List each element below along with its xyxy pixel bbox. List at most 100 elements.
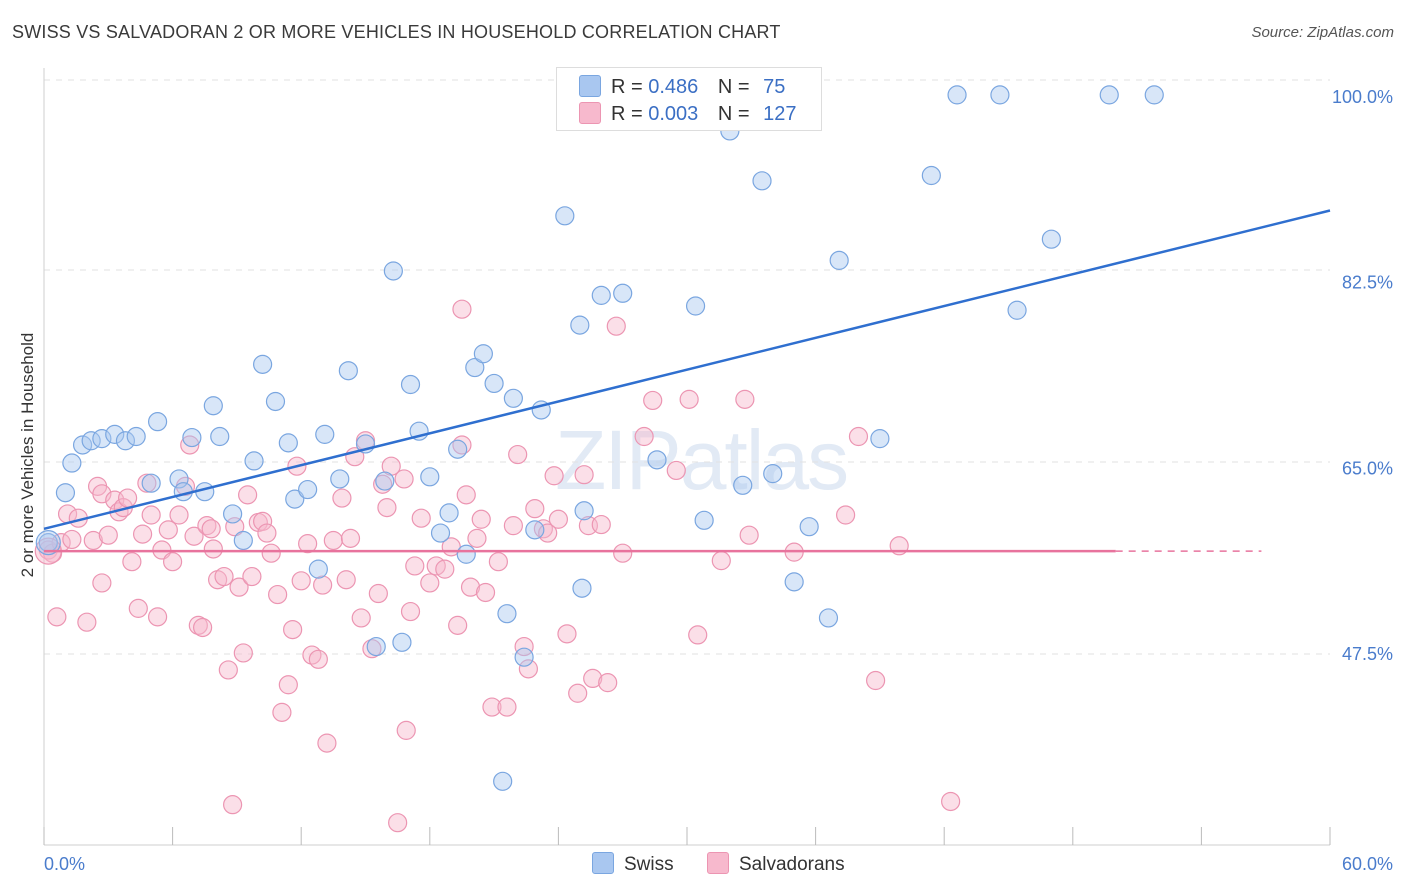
swiss-point [182,427,202,448]
chart-title: SWISS VS SALVADORAN 2 OR MORE VEHICLES I… [12,22,781,42]
salvadorans-point [203,539,223,559]
n-value: 127 [763,103,797,125]
salvadorans-point [261,543,281,563]
salvadorans-point [257,523,277,543]
salvadorans-point [332,488,352,508]
swiss-point [400,374,421,395]
salvadorans-point [62,529,82,550]
swiss-point [126,426,146,447]
salvadorans-point [544,466,564,486]
salvadorans-point [268,584,288,605]
swiss-point [169,469,189,489]
salvadorans-point [488,552,508,572]
salvadorans-point [448,615,468,635]
swiss-point [947,85,967,105]
swiss-point [784,572,804,592]
swiss-point [752,171,772,191]
swiss-point [115,431,136,451]
salvadorans-point [688,625,708,645]
salvadorans-point [377,497,397,518]
swiss-point [448,439,468,459]
salvadorans-point [351,608,371,628]
salvadorans-point [508,444,528,465]
salvadorans-point [420,573,440,593]
salvadorans-point [941,791,961,812]
swiss-point [763,464,783,484]
x-tick-label: 0.0% [44,854,85,874]
salvadorans-point [180,435,200,455]
swiss-point [375,471,395,491]
swiss-point [244,451,264,471]
salvadorans-point [598,673,618,693]
swiss-point [315,424,335,444]
salvadorans-point [394,469,414,489]
salvadorans-point [497,697,517,717]
salvadorans-point [77,612,97,632]
y-tick-label: 65.0% [1342,458,1393,478]
salvadorans-point [591,514,611,535]
salvadorans-point [525,499,545,519]
salvadorans-point [98,525,118,545]
salvadorans-point [340,528,361,548]
swiss-point [392,632,412,652]
grid-lines [44,79,1330,655]
swiss-point [366,636,386,657]
swiss-point [694,510,714,530]
r-value: 0.003 [648,103,699,125]
swiss-point [223,504,243,524]
legend-row-salvadorans: R = 0.003 N = 127 [579,102,797,126]
swiss-point [285,489,305,509]
swiss-point [439,503,459,523]
r-label: R = [611,76,643,98]
swiss-trend-line [43,209,1331,531]
salvadorans-point [848,426,869,447]
swiss-point [799,517,819,537]
swiss-point [430,523,451,543]
salvadorans-swatch [707,852,729,874]
swiss-point [298,479,318,500]
axes [43,68,1331,846]
salvadorans-point [679,389,699,409]
salvadorans-point [253,511,273,531]
salvadorans-point [514,636,534,657]
salvadorans-point [147,607,168,627]
salvadorans-point [643,390,663,411]
watermark-main: ZIP [555,413,682,507]
salvadorans-point [132,524,153,544]
salvadorans-point [117,488,138,508]
n-value: 75 [763,76,786,98]
swiss-points [35,85,1164,791]
x-tick-label: 60.0% [1342,854,1393,874]
source-label: Source: ZipAtlas.com [1251,24,1394,41]
swiss-point [265,391,286,412]
swiss-point [465,357,485,378]
swiss-point [818,608,839,628]
salvadorans-point [158,520,178,540]
salvadorans-point [460,577,481,597]
salvadorans-point [475,582,496,603]
salvadorans-point [557,624,577,644]
swiss-point [514,647,534,667]
salvadorans-point [298,534,318,554]
salvadorans-point [238,485,258,505]
salvadorans-point [47,607,67,627]
swiss-point [613,283,633,303]
salvadorans-point [201,519,221,539]
swiss-point [829,250,849,270]
swiss-point [35,529,61,556]
swiss-point [685,296,706,316]
salvadorans-point [411,508,431,528]
y-tick-label: 47.5% [1342,644,1393,664]
salvadorans-point [128,598,148,618]
y-tick-label: 100.0% [1332,87,1393,107]
correlation-legend: R = 0.486 N = 75 R = 0.003 N = 127 [556,67,822,131]
salvadorans-point [233,643,253,663]
salvadorans-point [308,649,328,669]
salvadorans-point [396,720,416,740]
salvadorans-point [317,733,337,753]
salvadorans-point [613,543,633,563]
swiss-point [383,261,403,281]
salvadorans-point [193,617,213,638]
swiss-point [308,559,328,579]
swiss-swatch [579,75,601,97]
